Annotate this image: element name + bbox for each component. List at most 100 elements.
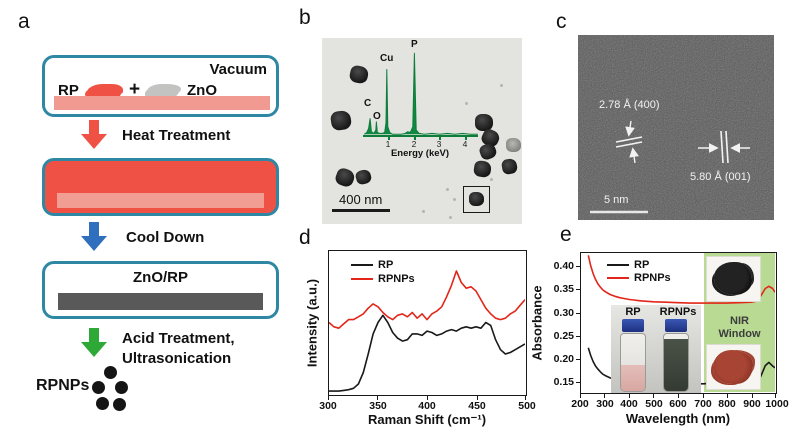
abs-y-axis-title: Absorbance (529, 285, 545, 361)
eds-peak-P: P (411, 39, 418, 50)
lattice-spacing-label-001: 5.80 Å (001) (690, 171, 751, 183)
zno-label: ZnO (187, 82, 217, 99)
hrtem-image: 2.78 Å (400) 5.80 Å (001) 5 nm (578, 35, 774, 220)
zno-rp-box: ZnO/RP (42, 261, 279, 319)
vial-rpnps-label: RPNPs (659, 306, 697, 318)
hrtem-grain-texture (578, 35, 774, 220)
panel-label-a: a (18, 10, 30, 33)
abs-legend-rpnps: RPNPs (607, 272, 671, 284)
lattice-spacing-label-400: 2.78 Å (400) (599, 99, 660, 111)
hrtem-scale-bar-label: 5 nm (604, 194, 629, 206)
abs-x-tick: 1000 (765, 398, 789, 410)
abs-y-tick: 0.30 (553, 307, 574, 319)
nanoparticle (354, 168, 373, 186)
abs-legend-rp: RP (607, 259, 649, 271)
panel-label-c: c (556, 10, 567, 33)
raman-legend-rp: RP (351, 259, 393, 271)
eds-peak-Cu: Cu (380, 53, 394, 64)
abs-y-tick: 0.25 (553, 330, 574, 342)
nanoparticle (500, 157, 519, 176)
zno-rp-label: ZnO/RP (133, 269, 188, 286)
selected-particle-box (463, 186, 490, 213)
legend-label-rp: RP (378, 259, 394, 271)
abs-x-tick: 600 (669, 398, 687, 410)
vial-body (663, 333, 689, 392)
vial-cap (665, 319, 687, 332)
eds-peak-O: O (373, 111, 381, 122)
eds-spectrum-chart (364, 52, 478, 135)
zno-powder-blob (147, 84, 179, 99)
rp-powder-photo (707, 345, 760, 389)
raman-curves (329, 270, 525, 392)
substrate-slab-pink (54, 96, 270, 110)
abs-x-tick: 300 (596, 398, 614, 410)
vacuum-box: Vacuum RP + ZnO (42, 55, 279, 117)
abs-x-tick: 700 (694, 398, 712, 410)
raman-legend-rpnps: RPNPs (351, 273, 415, 285)
vials-photo: RP RPNPs (611, 305, 701, 393)
nanoparticle (333, 166, 357, 189)
raman-x-axis-title: Raman Shift (cm⁻¹) (367, 412, 487, 427)
heat-treatment-label: Heat Treatment (122, 127, 231, 144)
legend-line-red (607, 277, 629, 279)
vial-rpnps (663, 319, 689, 392)
eds-x-tick: 3 (436, 139, 442, 149)
vial-cap (622, 319, 644, 332)
nir-label-line2: Window (718, 328, 761, 340)
eds-x-tick: 1 (385, 139, 391, 149)
substrate-slab-gray (58, 293, 263, 310)
cool-arrow-icon (81, 222, 107, 251)
legend-label-rpnps: RPNPs (634, 272, 671, 284)
nanoparticle (469, 192, 484, 206)
heated-box (42, 158, 279, 216)
raman-x-tick: 450 (468, 400, 486, 412)
nanoparticle (475, 114, 493, 131)
eds-axis-line (363, 135, 478, 137)
ultrasonication-label: Ultrasonication (122, 350, 232, 367)
abs-y-tick: 0.15 (553, 376, 574, 388)
panel-label-d: d (299, 226, 311, 249)
tem-scale-bar-label: 400 nm (339, 192, 383, 207)
abs-x-tick: 500 (645, 398, 663, 410)
rp-suspension (621, 365, 645, 391)
absorbance-plot-area: RP RPNPs NIR Window RP RPNPs (580, 252, 777, 394)
abs-y-tick: 0.40 (553, 260, 574, 272)
eds-peak-C: C (364, 98, 372, 109)
acid-arrow-icon (81, 328, 107, 357)
red-powder-blob (713, 350, 753, 384)
raman-x-tick: 300 (319, 400, 337, 412)
panel-label-b: b (299, 6, 311, 29)
legend-line-black (351, 264, 373, 266)
tem-image: 1 2 3 4 Energy (keV) C O Cu P 400 nm (322, 38, 522, 224)
eds-x-axis-title: Energy (keV) (390, 148, 450, 159)
acid-treatment-label: Acid Treatment, (122, 330, 235, 347)
abs-x-tick: 800 (718, 398, 736, 410)
nanoparticle-aggregate (506, 138, 521, 152)
vial-rp-label: RP (625, 306, 641, 318)
raman-x-tick: 350 (369, 400, 387, 412)
legend-line-black (607, 264, 629, 266)
legend-line-red (351, 278, 373, 280)
hrtem-annotations (590, 120, 750, 214)
raman-x-tick: 400 (418, 400, 436, 412)
abs-y-tick: 0.20 (553, 353, 574, 365)
vial-rp (620, 319, 646, 392)
legend-label-rp: RP (634, 259, 650, 271)
eds-x-tick: 2 (411, 139, 417, 149)
abs-x-tick: 400 (620, 398, 638, 410)
nir-window-label: NIR Window (704, 315, 775, 341)
eds-x-tick: 4 (462, 139, 468, 149)
raman-y-axis-title: Intensity (a.u.) (304, 278, 320, 368)
abs-y-tick: 0.35 (553, 283, 574, 295)
abs-x-tick: 900 (743, 398, 761, 410)
rpnps-label: RPNPs (36, 377, 90, 394)
tem-scale-bar (332, 209, 390, 212)
black-powder-blob (714, 262, 752, 295)
vial-body (620, 333, 646, 392)
raman-x-tick: 500 (518, 400, 536, 412)
abs-x-axis-title: Wavelength (nm) (625, 411, 731, 426)
rpnps-powder-photo (707, 257, 760, 301)
substrate-slab-inner (57, 193, 264, 208)
plus-sign: + (129, 79, 141, 100)
